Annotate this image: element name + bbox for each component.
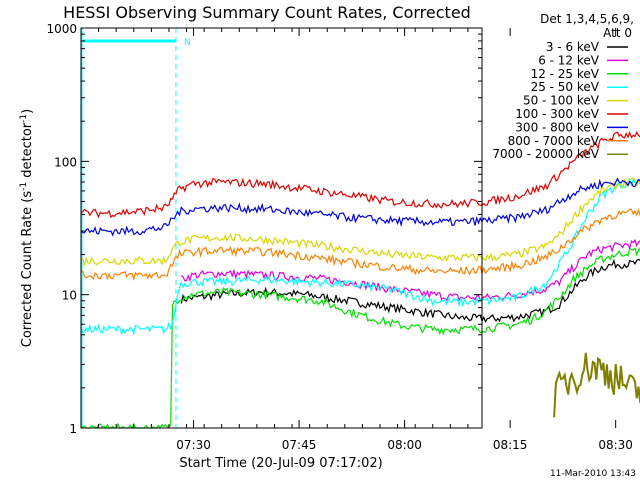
series-line-12-25-kev <box>80 247 640 430</box>
y-tick-label: 100 <box>54 155 77 169</box>
legend-header-detectors: Det 1,3,4,5,6,9, <box>540 12 634 26</box>
y-tick-label: 1 <box>69 422 77 436</box>
chart-title: HESSI Observing Summary Count Rates, Cor… <box>63 3 471 22</box>
legend-label: 25 - 50 keV <box>531 80 600 94</box>
plot-area: N <box>80 28 640 430</box>
legend-label: 3 - 6 keV <box>546 40 600 54</box>
flag-label: N <box>184 38 191 48</box>
x-tick-label: 08:00 <box>387 438 422 452</box>
legend-label: 7000 - 20000 keV <box>492 147 599 161</box>
y-tick-label: 1000 <box>46 22 77 36</box>
series-line-50-100-kev <box>81 177 640 267</box>
legend-label: 800 - 7000 keV <box>508 134 600 148</box>
plot-frame <box>80 27 483 429</box>
series-line-300-800-kev <box>80 177 640 237</box>
series-line-6-12-kev <box>180 238 640 302</box>
x-tick-label: 07:30 <box>176 438 211 452</box>
series-line-800-7000-kev <box>80 208 640 281</box>
x-tick-label: 08:15 <box>493 438 528 452</box>
timestamp-stamp: 11-Mar-2010 13:43 <box>550 469 636 479</box>
x-axis-label: Start Time (20-Jul-09 07:17:02) <box>179 456 382 471</box>
legend-label: 300 - 800 keV <box>515 120 599 134</box>
legend-label: 50 - 100 keV <box>523 94 600 108</box>
legend-label: 12 - 25 keV <box>531 67 600 81</box>
y-axis-label: Corrected Count Rate (s-1 detector-1) <box>19 109 35 347</box>
x-tick-label: 08:30 <box>598 438 633 452</box>
y-tick-label: 10 <box>62 289 77 303</box>
legend-header-attenuator: Att 0 <box>603 26 632 40</box>
legend-label: 100 - 300 keV <box>515 107 599 121</box>
y-axis: 1 10 100 1000 <box>46 22 482 436</box>
series-line-100-300-kev <box>80 130 640 219</box>
x-tick-label: 07:45 <box>282 438 317 452</box>
series-line-3-6-kev <box>180 258 640 324</box>
legend-label: 6 - 12 keV <box>538 53 600 67</box>
series-line-7000-20000-kev <box>553 352 640 418</box>
